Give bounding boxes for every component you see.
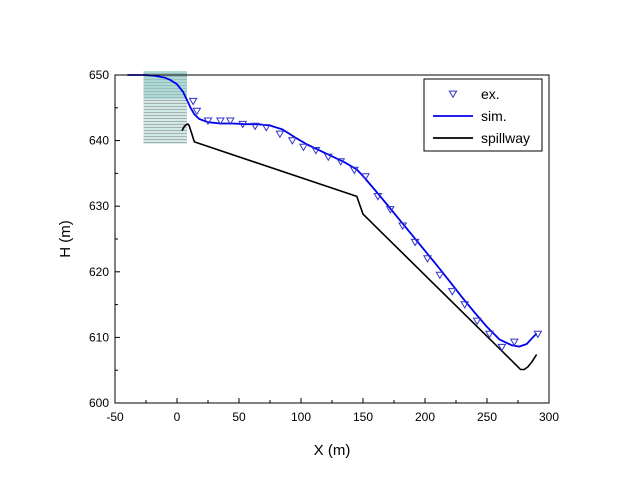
ex-data-point [472,317,482,326]
x-tick-label: 150 [353,410,373,424]
ex-data-point [460,301,470,309]
ex-data-point [398,222,408,231]
ex-data-point [238,120,248,129]
y-tick-label: 620 [89,265,109,279]
x-tick-label: -50 [106,410,124,424]
legend-label: sim. [481,108,507,124]
ex-data-point [509,338,519,347]
ex-data-point [385,206,395,214]
ex-data-point [311,147,321,155]
ex-data-point [373,192,383,201]
ex-data-point [225,117,235,126]
x-axis: -50 0 50 100 150 200 250 300 [106,398,559,424]
ex-data-point [349,166,359,175]
ex-data-point [410,238,420,247]
y-axis-title: H (m) [57,220,74,258]
ex-data-point [423,255,432,263]
x-tick-label: 250 [477,410,497,424]
ex-data-point [261,124,271,132]
legend-label: ex. [481,86,500,102]
x-axis-title: X (m) [314,442,351,459]
ex-data-point [435,271,445,280]
legend: ex. sim. spillway [423,78,543,152]
ex-data-point [323,153,333,162]
ex-data-point [275,130,285,139]
legend-swatch [448,90,458,99]
ex-data-point [188,97,198,106]
series-spillway-line [181,123,538,371]
ex-data-point [533,330,543,339]
legend-box [423,78,543,152]
ex-data-point [192,107,202,116]
x-tick-label: 100 [291,410,311,424]
y-tick-label: 640 [89,134,109,148]
y-tick-label: 610 [89,330,109,344]
x-tick-label: 0 [174,410,181,424]
series-layer [127,74,543,371]
y-tick-label: 630 [89,199,109,213]
y-tick-label: 650 [89,68,109,82]
ex-data-point [497,343,507,352]
ex-data-point [485,330,494,339]
x-tick-label: 200 [415,410,435,424]
y-axis: 600 610 620 630 640 650 [89,68,120,410]
y-tick-label: 600 [89,396,109,410]
legend-label: spillway [481,130,530,146]
ex-data-point [203,117,213,126]
reservoir-block [143,71,187,144]
ex-data-point [336,158,346,166]
ex-data-point [250,122,260,131]
ex-data-point [447,288,457,296]
series-sim-line [127,74,538,348]
ex-data-point [287,137,297,145]
ex-data-point [361,173,370,181]
x-tick-label: 300 [539,410,559,424]
ex-data-point [299,143,308,152]
ex-data-point [215,117,225,126]
x-tick-label: 50 [232,410,246,424]
